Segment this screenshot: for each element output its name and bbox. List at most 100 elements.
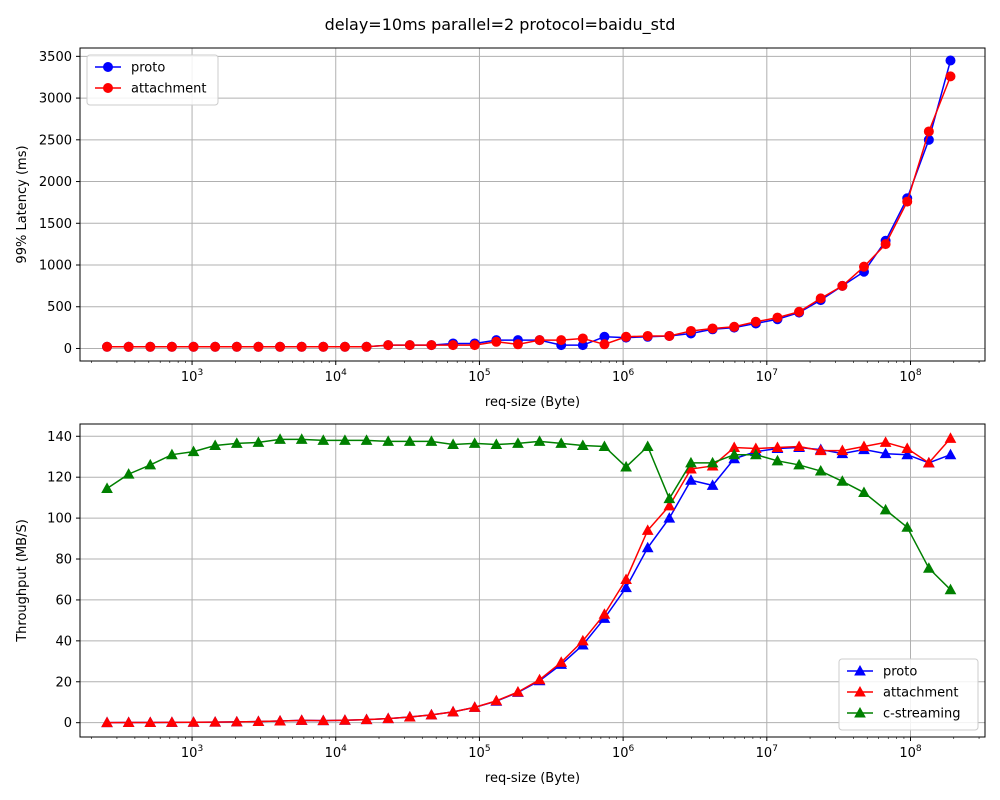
- data-point-c-streaming: [166, 448, 178, 460]
- y-tick-label: 1500: [39, 217, 72, 232]
- data-point-c-streaming: [728, 448, 741, 460]
- data-point-attachment: [772, 312, 783, 323]
- legend-box: [838, 658, 979, 731]
- data-point-c-streaming: [706, 456, 719, 468]
- data-point-attachment: [404, 340, 415, 351]
- data-point-attachment: [879, 436, 892, 447]
- data-point-c-streaming: [512, 437, 524, 448]
- x-tick-label: 104: [325, 744, 348, 761]
- data-point-attachment: [664, 330, 675, 341]
- legend-label-attachment: attachment: [131, 82, 207, 97]
- x-tick-label: 106: [612, 744, 635, 761]
- data-point-attachment: [253, 341, 264, 352]
- data-point-attachment: [317, 714, 330, 726]
- data-point-proto: [620, 581, 632, 593]
- data-point-attachment: [793, 440, 805, 451]
- data-point-attachment: [339, 714, 351, 725]
- legend-label-attachment: attachment: [883, 686, 959, 701]
- data-point-attachment: [361, 341, 372, 352]
- data-point-attachment: [102, 341, 113, 352]
- data-point-attachment: [534, 335, 545, 346]
- y-tick-label: 1000: [39, 259, 72, 274]
- data-point-c-streaming: [209, 439, 222, 450]
- data-point-c-streaming: [339, 434, 351, 445]
- data-point-attachment: [230, 715, 243, 727]
- data-point-c-streaming: [252, 436, 265, 447]
- data-point-c-streaming: [641, 440, 654, 451]
- data-point-attachment: [448, 340, 459, 351]
- data-point-attachment: [210, 341, 221, 352]
- data-point-c-streaming: [144, 458, 157, 470]
- data-point-c-streaming: [879, 503, 892, 515]
- data-point-c-streaming: [382, 435, 395, 446]
- data-point-attachment: [620, 573, 632, 584]
- data-point-attachment: [468, 701, 481, 712]
- series-line-attachment: [107, 437, 952, 724]
- data-point-c-streaming: [425, 435, 438, 446]
- data-point-attachment: [101, 716, 113, 728]
- y-tick-label: 0: [64, 342, 72, 357]
- data-point-attachment: [858, 440, 870, 451]
- data-point-attachment: [491, 336, 502, 347]
- legend-label-proto: proto: [883, 665, 917, 680]
- data-point-c-streaming: [555, 437, 568, 448]
- data-point-attachment: [426, 340, 437, 351]
- data-point-attachment: [944, 432, 957, 443]
- data-point-attachment: [771, 441, 784, 453]
- latency-chart: 103 104 105 106 107 108 0 500 1000 1500 2000 2500 30…: [15, 47, 986, 410]
- y-tick-label: 80: [55, 553, 72, 568]
- data-point-c-streaming: [122, 468, 135, 479]
- data-point-attachment: [556, 335, 567, 346]
- data-point-attachment: [642, 330, 653, 341]
- data-point-attachment: [383, 340, 394, 351]
- data-point-c-streaming: [901, 521, 914, 532]
- data-point-c-streaming: [295, 433, 308, 444]
- data-point-attachment: [188, 341, 199, 352]
- y-axis-label: 99% Latency (ms): [15, 145, 30, 263]
- data-point-proto: [945, 55, 956, 66]
- legend-marker-proto: [854, 664, 866, 676]
- data-point-c-streaming: [317, 434, 330, 445]
- data-point-attachment: [945, 71, 956, 82]
- data-point-attachment: [231, 341, 242, 352]
- y-tick-label: 3000: [39, 92, 72, 107]
- data-point-attachment: [685, 462, 697, 474]
- data-point-attachment: [641, 524, 654, 535]
- data-point-attachment: [187, 716, 200, 727]
- data-point-attachment: [490, 694, 503, 706]
- data-point-attachment: [555, 656, 568, 667]
- data-point-c-streaming: [490, 438, 503, 449]
- data-point-attachment: [577, 333, 588, 344]
- data-point-attachment: [837, 280, 848, 291]
- legend-label-proto: proto: [131, 61, 165, 76]
- data-point-c-streaming: [749, 448, 762, 460]
- data-point-attachment: [318, 341, 329, 352]
- data-point-attachment: [425, 708, 438, 720]
- data-point-proto: [901, 448, 914, 460]
- data-point-attachment: [663, 499, 676, 511]
- data-point-proto: [685, 474, 697, 485]
- data-point-c-streaming: [858, 486, 870, 498]
- legend-marker-c-streaming: [854, 706, 866, 718]
- data-point-attachment: [533, 673, 546, 685]
- data-point-c-streaming: [576, 439, 589, 450]
- data-point-attachment: [166, 341, 177, 352]
- data-point-c-streaming: [771, 454, 784, 466]
- data-point-proto: [879, 447, 892, 459]
- data-point-attachment: [576, 634, 589, 646]
- y-tick-label: 2500: [39, 133, 72, 148]
- data-point-proto: [641, 541, 654, 553]
- data-point-attachment: [836, 444, 849, 456]
- legend: proto attachment: [86, 54, 219, 106]
- data-point-attachment: [750, 316, 761, 327]
- x-axis-label: req-size (Byte): [485, 771, 580, 786]
- data-point-attachment: [902, 196, 913, 207]
- y-tick-label: 120: [47, 471, 72, 486]
- plot-frame: [79, 47, 986, 362]
- x-tick-label: 103: [181, 368, 203, 385]
- data-point-c-streaming: [187, 445, 200, 457]
- data-point-c-streaming: [923, 562, 935, 573]
- x-tick-label: 106: [612, 368, 635, 385]
- data-point-attachment: [815, 293, 826, 304]
